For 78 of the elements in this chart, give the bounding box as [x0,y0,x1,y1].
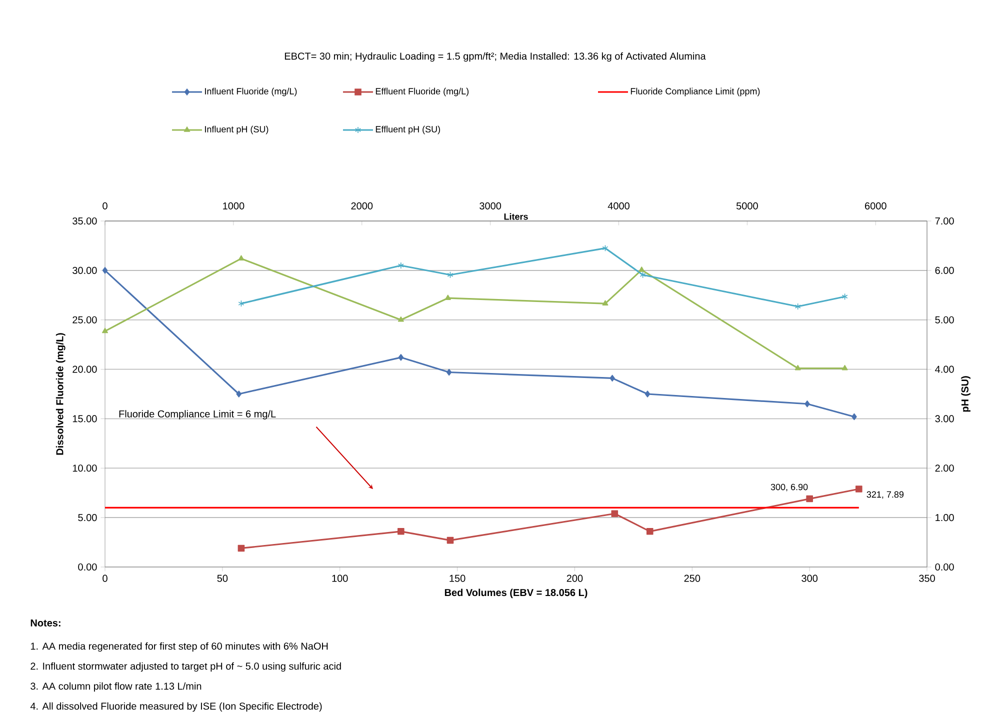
x2-tick-label: 4000 [608,202,630,210]
point [102,267,108,274]
data-label: 300, 6.90 [770,484,808,492]
point [646,528,654,535]
point [638,266,645,272]
y-tick-label: 30.00 [72,266,97,274]
text: 1. AA media regenerated for first step of 60 minutes with 6% NaOH [30,642,328,652]
point [236,390,242,398]
y-tick-label: 15.00 [72,415,97,422]
point [794,364,801,370]
x-tick-label: 0 [102,574,108,582]
y-tick-label: 5.00 [78,514,97,522]
x2-tick-label: 6000 [865,202,886,210]
y-tick-label: 10.00 [72,464,97,472]
point [102,328,108,334]
point [644,390,650,398]
x-tick-label: 250 [684,574,700,582]
point [398,316,404,322]
point [398,528,404,535]
text: 3. AA column pilot flow rate 1.13 L/min [30,682,202,692]
y2-tick-label: 5.00 [935,316,954,324]
point [447,271,454,278]
y2-tick-label: 7.00 [935,217,954,225]
x2-tick-label: 1000 [223,202,244,210]
legend-label: Influent Fluoride (mg/L) [205,88,297,96]
x-tick-label: 200 [566,574,583,582]
text: Notes: [30,620,60,626]
y-tick-label: 35.00 [72,217,97,225]
point [398,354,404,361]
y-tick-label: 20.00 [72,366,97,373]
legend-label: Fluoride Compliance Limit (ppm) [630,88,760,96]
point [602,300,608,306]
point [611,510,618,518]
x-tick-label: 150 [450,574,466,582]
x2-tick-label: 3000 [480,202,502,210]
x2-axis-title: Liters [504,213,528,220]
legend-label: Influent pH (SU) [205,126,268,134]
y-tick-label: 25.00 [72,316,97,324]
point [398,262,404,269]
point [804,400,810,408]
text: 2. Influent stormwater adjusted to target pH of ~ 5.0 using sulfuric acid [30,662,341,672]
y2-axis-title: pH (SU) [961,376,970,412]
point [238,300,244,307]
point [794,303,801,310]
point [855,486,862,492]
x2-tick-label: 5000 [736,202,758,210]
x2-tick-label: 0 [102,202,108,210]
y-tick-label: 0.00 [78,563,97,571]
point [446,368,452,376]
legend-label: Effluent Fluoride (mg/L) [376,88,469,96]
y2-tick-label: 3.00 [935,415,954,422]
x-tick-label: 100 [332,574,348,582]
y2-tick-label: 1.00 [936,514,954,522]
x-axis-title: Bed Volumes (EBV = 18.056 L) [444,588,588,598]
point [640,271,646,278]
point [238,255,244,260]
point [446,536,454,544]
y-axis-title: Dissolved Fluoride (mg/L) [56,333,66,455]
point [806,495,813,502]
x-tick-label: 300 [802,574,818,582]
x-tick-label: 350 [919,574,935,582]
y2-tick-label: 4.00 [935,366,954,373]
data-label: 321, 7.89 [866,491,904,499]
y2-tick-label: 6.00 [935,266,954,274]
point [842,293,848,300]
y2-tick-label: 2.00 [935,464,954,472]
chart-title: EBCT= 30 min; Hydraulic Loading = 1.5 gpm/ft²; Media Installed: 13.36 kg of Activated Alumina [284,52,706,62]
legend-label: Effluent pH (SU) [376,126,440,134]
point [842,364,848,370]
point [602,244,608,252]
point [852,413,857,420]
point [238,544,245,552]
annotation: Fluoride Compliance Limit = 6 mg/L [119,410,276,420]
y2-tick-label: 0.00 [935,563,954,571]
x-tick-label: 50 [217,574,228,582]
x2-tick-label: 2000 [351,202,373,210]
point [610,374,615,382]
text: 4. All dissolved Fluoride measured by ISE (Ion Specific Electrode) [30,702,322,712]
